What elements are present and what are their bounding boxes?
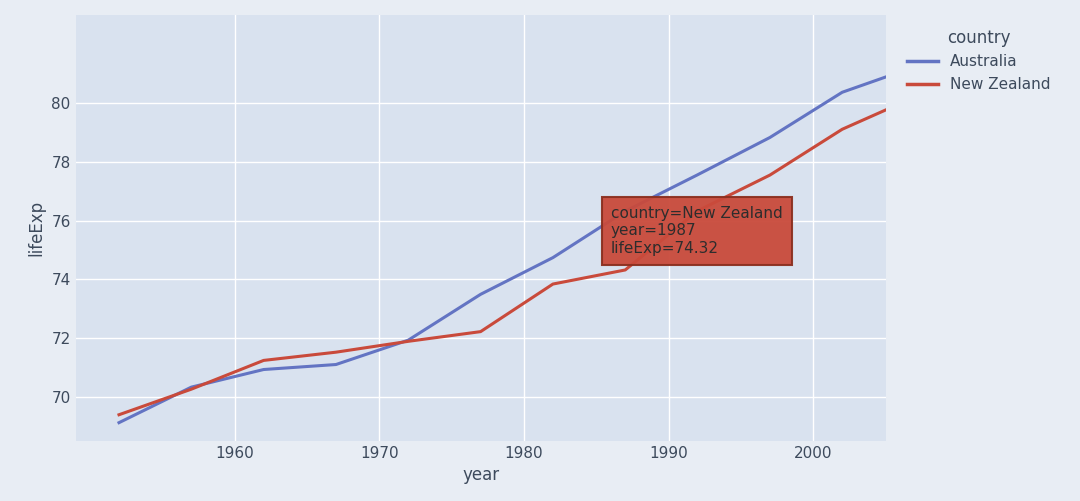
Line: Australia: Australia — [119, 67, 915, 423]
Legend: Australia, New Zealand: Australia, New Zealand — [902, 23, 1057, 98]
New Zealand — [619, 267, 632, 273]
New Zealand — [112, 412, 125, 418]
Australia — [908, 64, 921, 70]
New Zealand — [908, 94, 921, 100]
Australia — [185, 384, 198, 390]
Text: country=New Zealand
year=1987
lifeExp=74.32: country=New Zealand year=1987 lifeExp=74… — [611, 206, 783, 256]
New Zealand — [764, 172, 777, 178]
New Zealand — [329, 349, 342, 355]
New Zealand — [691, 208, 704, 214]
New Zealand — [546, 281, 559, 287]
Australia — [329, 362, 342, 368]
New Zealand — [257, 357, 270, 363]
Australia — [764, 134, 777, 140]
New Zealand — [402, 338, 415, 344]
Australia — [474, 291, 487, 297]
Australia — [257, 367, 270, 373]
Line: New Zealand: New Zealand — [119, 97, 915, 415]
New Zealand — [836, 126, 849, 132]
Australia — [112, 420, 125, 426]
Australia — [691, 172, 704, 178]
X-axis label: year: year — [462, 466, 499, 484]
Australia — [546, 255, 559, 261]
Australia — [619, 208, 632, 214]
Y-axis label: lifeExp: lifeExp — [28, 200, 45, 256]
Australia — [836, 89, 849, 95]
New Zealand — [185, 386, 198, 392]
Australia — [402, 337, 415, 343]
New Zealand — [474, 329, 487, 335]
